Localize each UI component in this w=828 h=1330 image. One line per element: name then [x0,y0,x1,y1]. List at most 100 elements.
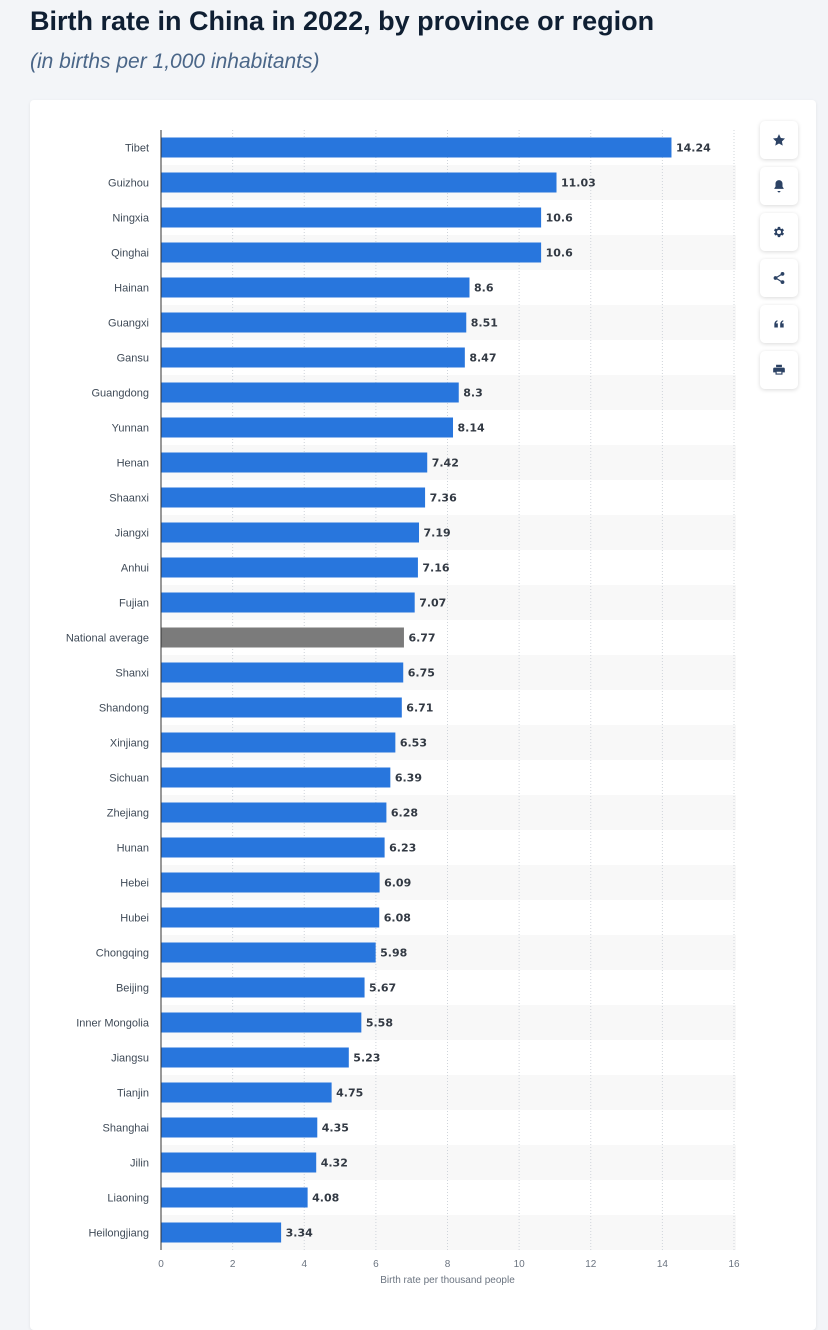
value-label: 8.14 [458,422,485,435]
bar[interactable] [161,872,380,893]
bar[interactable] [161,242,542,263]
category-label: Beijing [116,983,149,995]
category-label: Inner Mongolia [76,1018,150,1030]
value-label: 8.3 [463,387,483,400]
bar[interactable] [161,697,402,718]
value-label: 4.08 [312,1192,339,1205]
gear-icon [773,226,785,238]
bar[interactable] [161,557,418,578]
chart-card: Tibet Guizhou Ningxia Qinghai Hainan Guangxi G… [30,100,816,1330]
value-label: 5.98 [380,947,407,960]
category-label: Jiangxi [115,528,149,540]
bar[interactable] [161,1117,318,1138]
category-label: Zhejiang [107,808,149,820]
value-label: 6.75 [408,667,435,680]
category-label: Gansu [117,353,149,365]
bar[interactable] [161,767,391,788]
category-label: Hebei [120,878,149,890]
print-button[interactable] [760,351,798,389]
bar[interactable] [161,487,426,508]
bar[interactable] [161,732,396,753]
printer-icon [773,364,785,375]
value-label: 6.77 [408,632,435,645]
category-label: Guangxi [108,318,149,330]
bar[interactable] [161,312,467,333]
category-label: Yunnan [112,423,149,435]
category-label: Shandong [99,703,149,715]
x-tick-label: 10 [514,1259,526,1270]
value-label: 4.75 [336,1087,363,1100]
share-icon [773,272,785,284]
value-label: 4.35 [322,1122,349,1135]
x-tick-label: 12 [585,1259,597,1270]
value-label: 6.08 [384,912,411,925]
bar[interactable] [161,802,387,823]
bar[interactable] [161,592,415,613]
category-label: Fujian [119,598,149,610]
x-tick-label: 6 [373,1259,379,1270]
value-label: 10.6 [546,212,573,225]
value-label: 11.03 [561,177,596,190]
x-tick-label: 16 [728,1259,740,1270]
category-label: Tibet [125,143,149,155]
category-label: Guangdong [92,388,150,400]
value-label: 5.23 [353,1052,380,1065]
category-label: Hainan [114,283,149,295]
category-label: Shanghai [103,1123,150,1135]
star-icon [772,134,786,146]
quote-icon [774,320,784,328]
bar[interactable] [161,837,385,858]
x-tick-label: 4 [301,1259,307,1270]
bar[interactable] [161,382,459,403]
bar[interactable] [161,1082,332,1103]
value-label: 8.47 [469,352,496,365]
bar[interactable] [161,1047,349,1068]
bar[interactable] [161,977,365,998]
category-label: Jilin [130,1158,149,1170]
value-label: 6.23 [389,842,416,855]
bar[interactable] [161,172,557,193]
bar[interactable] [161,417,454,438]
bar[interactable] [161,942,376,963]
bar[interactable] [161,1187,308,1208]
value-label: 3.34 [286,1227,313,1240]
bar[interactable] [161,1012,362,1033]
category-label: Henan [117,458,149,470]
bell-icon [774,180,784,193]
category-label: Chongqing [96,948,149,960]
category-label: Tianjin [117,1088,149,1100]
category-label: Hunan [117,843,149,855]
category-label: Heilongjiang [88,1228,149,1240]
x-tick-label: 0 [158,1259,164,1270]
value-label: 7.19 [423,527,450,540]
value-label: 6.71 [406,702,433,715]
category-label: Guizhou [108,178,149,190]
category-label: Anhui [121,563,149,575]
share-button[interactable] [760,259,798,297]
bar[interactable] [161,1222,282,1243]
bar[interactable] [161,907,380,928]
category-label: Hubei [120,913,149,925]
bar[interactable] [161,137,672,158]
bar[interactable] [161,662,404,683]
x-tick-label: 8 [445,1259,451,1270]
value-label: 7.16 [422,562,449,575]
page-title: Birth rate in China in 2022, by province… [30,6,655,36]
x-axis-title: Birth rate per thousand people [380,1275,515,1286]
cite-button[interactable] [760,305,798,343]
bar[interactable] [161,277,470,298]
value-label: 8.6 [474,282,494,295]
bar[interactable] [161,452,428,473]
bar[interactable] [161,627,404,648]
bar[interactable] [161,522,419,543]
bar[interactable] [161,1152,317,1173]
category-label: National average [66,633,149,645]
favorite-button[interactable] [760,121,798,159]
settings-button[interactable] [760,213,798,251]
category-label: Liaoning [107,1193,149,1205]
bar[interactable] [161,347,465,368]
value-label: 7.36 [430,492,457,505]
notification-button[interactable] [760,167,798,205]
value-label: 4.32 [321,1157,348,1170]
bar[interactable] [161,207,542,228]
